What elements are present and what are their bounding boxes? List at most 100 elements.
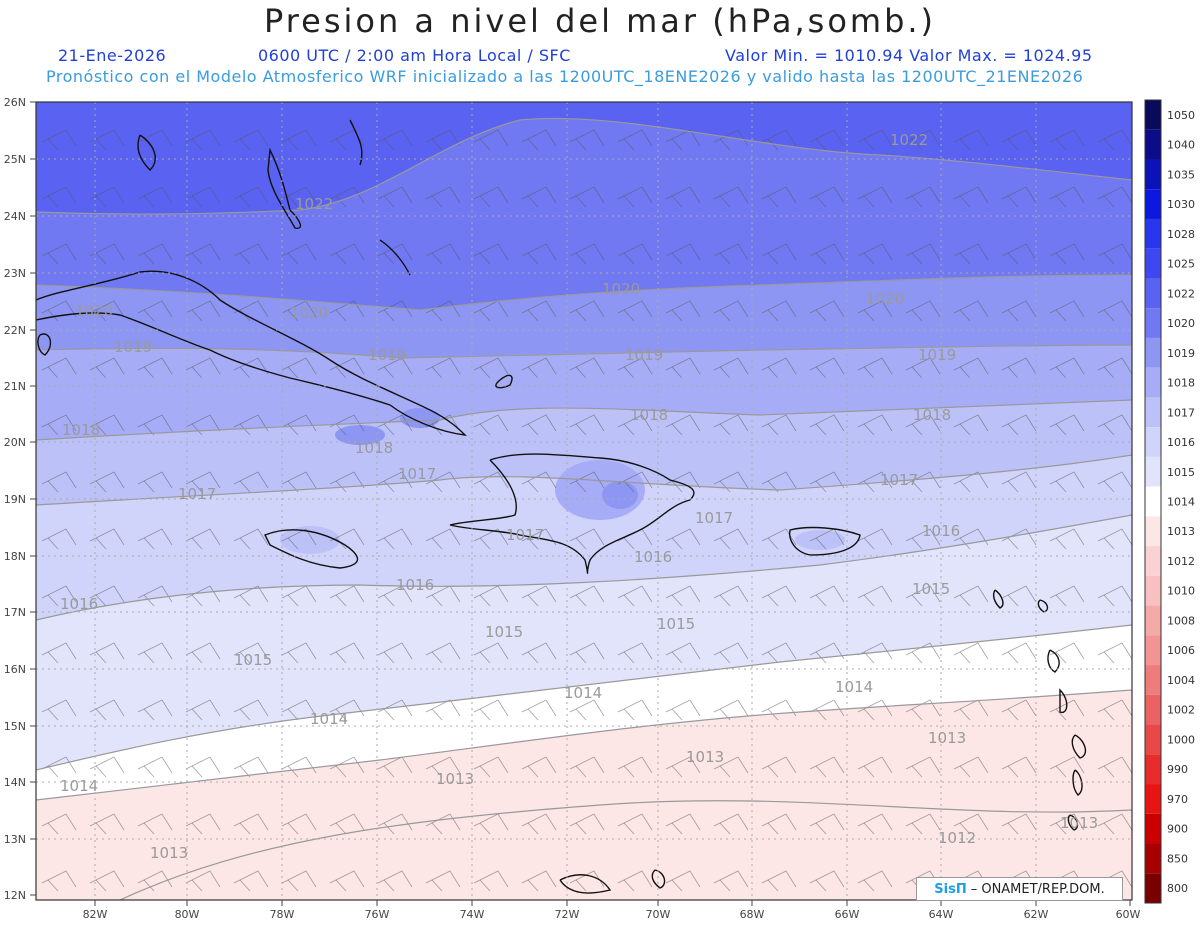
lat-label: 17N — [4, 606, 26, 619]
lat-label: 15N — [4, 720, 26, 733]
colorbar-label: 1012 — [1167, 555, 1195, 568]
longitude-labels: 82W 80W 78W 76W 74W 72W 70W 68W 66W 64W … — [83, 908, 1141, 921]
colorbar-label: 1010 — [1167, 585, 1195, 598]
isobar-label: 1020 — [866, 290, 904, 308]
isobar-label: 1014 — [310, 710, 348, 728]
colorbar-label: 990 — [1167, 763, 1188, 776]
isobar-label: 1022 — [890, 131, 928, 149]
credit-box: SisΠ – ONAMET/REP.DOM. — [916, 877, 1123, 901]
colorbar-label: 1018 — [1167, 377, 1195, 390]
lat-label: 12N — [4, 889, 26, 902]
colorbar-label: 1050 — [1167, 109, 1195, 122]
colorbar-label: 1017 — [1167, 406, 1195, 419]
colorbar-swatch — [1145, 665, 1161, 695]
min-max-values: Valor Min. = 1010.94 Valor Max. = 1024.9… — [725, 46, 1093, 65]
colorbar-swatch — [1145, 129, 1161, 160]
lat-label: 24N — [4, 210, 26, 223]
longitude-ticks — [94, 900, 1131, 906]
colorbar-label: 1019 — [1167, 347, 1195, 360]
isobar-label: 1017 — [880, 471, 918, 489]
colorbar-swatch — [1145, 456, 1161, 487]
colorbar: 1050 1040 1035 1030 1028 1025 1022 1020 1019 1018… — [1144, 99, 1195, 904]
colorbar-label: 800 — [1167, 882, 1188, 895]
isobar-label: 1012 — [938, 829, 976, 847]
pressure-shading — [36, 102, 1132, 900]
colorbar-swatch — [1145, 813, 1161, 844]
isobar-label: 1013 — [1060, 814, 1098, 832]
colorbar-swatch — [1145, 218, 1161, 249]
isobar-label: 1016 — [60, 595, 98, 613]
colorbar-label: 1004 — [1167, 674, 1195, 687]
colorbar-swatch — [1145, 367, 1161, 398]
colorbar-swatch — [1145, 486, 1161, 517]
colorbar-label: 1035 — [1167, 168, 1195, 181]
isobar-label: 1015 — [912, 580, 950, 598]
lat-label: 19N — [4, 493, 26, 506]
lon-label: 66W — [835, 908, 860, 921]
isobar-label: 1020 — [290, 304, 328, 322]
colorbar-label: 1020 — [1167, 317, 1195, 330]
isobar-label: 1017 — [398, 465, 436, 483]
colorbar-label: 1002 — [1167, 704, 1195, 717]
forecast-time: 0600 UTC / 2:00 am Hora Local / SFC — [258, 46, 571, 65]
lon-label: 80W — [175, 908, 200, 921]
colorbar-swatch — [1145, 635, 1161, 666]
map-title: Presion a nivel del mar (hPa,somb.) — [263, 2, 937, 40]
colorbar-label: 1025 — [1167, 258, 1195, 271]
colorbar-label: 1030 — [1167, 198, 1195, 211]
isobar-label: 1015 — [657, 615, 695, 633]
colorbar-label: 1016 — [1167, 436, 1195, 449]
colorbar-swatch — [1145, 248, 1161, 279]
lat-label: 18N — [4, 550, 26, 563]
lon-label: 62W — [1024, 908, 1049, 921]
lon-label: 74W — [460, 908, 485, 921]
colorbar-swatch — [1145, 100, 1161, 130]
isobar-label: 1013 — [928, 729, 966, 747]
lat-label: 23N — [4, 267, 26, 280]
lat-label: 13N — [4, 833, 26, 846]
lat-label: 22N — [4, 324, 26, 337]
isobar-labels: 1022 1022 1020 1020 1020 1020 1019 1019 … — [60, 131, 1098, 862]
lon-label: 70W — [646, 908, 671, 921]
colorbar-swatch — [1145, 873, 1161, 903]
colorbar-label: 1040 — [1167, 139, 1195, 152]
colorbar-swatch — [1145, 397, 1161, 428]
lat-label: 14N — [4, 776, 26, 789]
isobar-label: 1015 — [234, 651, 272, 669]
colorbar-swatch — [1145, 754, 1161, 785]
colorbar-swatch — [1145, 575, 1161, 606]
isobar-label: 1014 — [835, 678, 873, 696]
colorbar-label: 1022 — [1167, 287, 1195, 300]
isobar-label: 1019 — [368, 346, 406, 364]
lat-label: 21N — [4, 380, 26, 393]
isobar-label: 1020 — [602, 280, 640, 298]
isobar-label: 1017 — [695, 509, 733, 527]
colorbar-swatch — [1145, 427, 1161, 457]
model-info: Pronóstico con el Modelo Atmosferico WRF… — [46, 67, 1084, 86]
colorbar-swatch — [1145, 843, 1161, 874]
colorbar-label: 1014 — [1167, 496, 1195, 509]
isobar-label: 1017 — [178, 485, 216, 503]
colorbar-swatch — [1145, 516, 1161, 547]
lon-label: 64W — [929, 908, 954, 921]
colorbar-border — [1144, 99, 1162, 904]
colorbar-swatch — [1145, 159, 1161, 190]
isobar-label: 1013 — [686, 748, 724, 766]
colorbar-swatch — [1145, 278, 1161, 309]
colorbar-label: 1000 — [1167, 733, 1195, 746]
lon-label: 60W — [1116, 908, 1141, 921]
lat-label: 20N — [4, 436, 26, 449]
lon-label: 76W — [365, 908, 390, 921]
isobar-label: 1022 — [295, 195, 333, 213]
isobar-label: 1018 — [913, 406, 951, 424]
isobar-label: 1017 — [506, 526, 544, 544]
credit-text: – ONAMET/REP.DOM. — [970, 881, 1105, 897]
lon-label: 72W — [555, 908, 580, 921]
colorbar-swatch — [1145, 189, 1161, 219]
lat-label: 16N — [4, 663, 26, 676]
colorbar-label: 1006 — [1167, 644, 1195, 657]
colorbar-swatch — [1145, 605, 1161, 636]
colorbar-label: 1015 — [1167, 466, 1195, 479]
isobar-label: 1016 — [396, 576, 434, 594]
